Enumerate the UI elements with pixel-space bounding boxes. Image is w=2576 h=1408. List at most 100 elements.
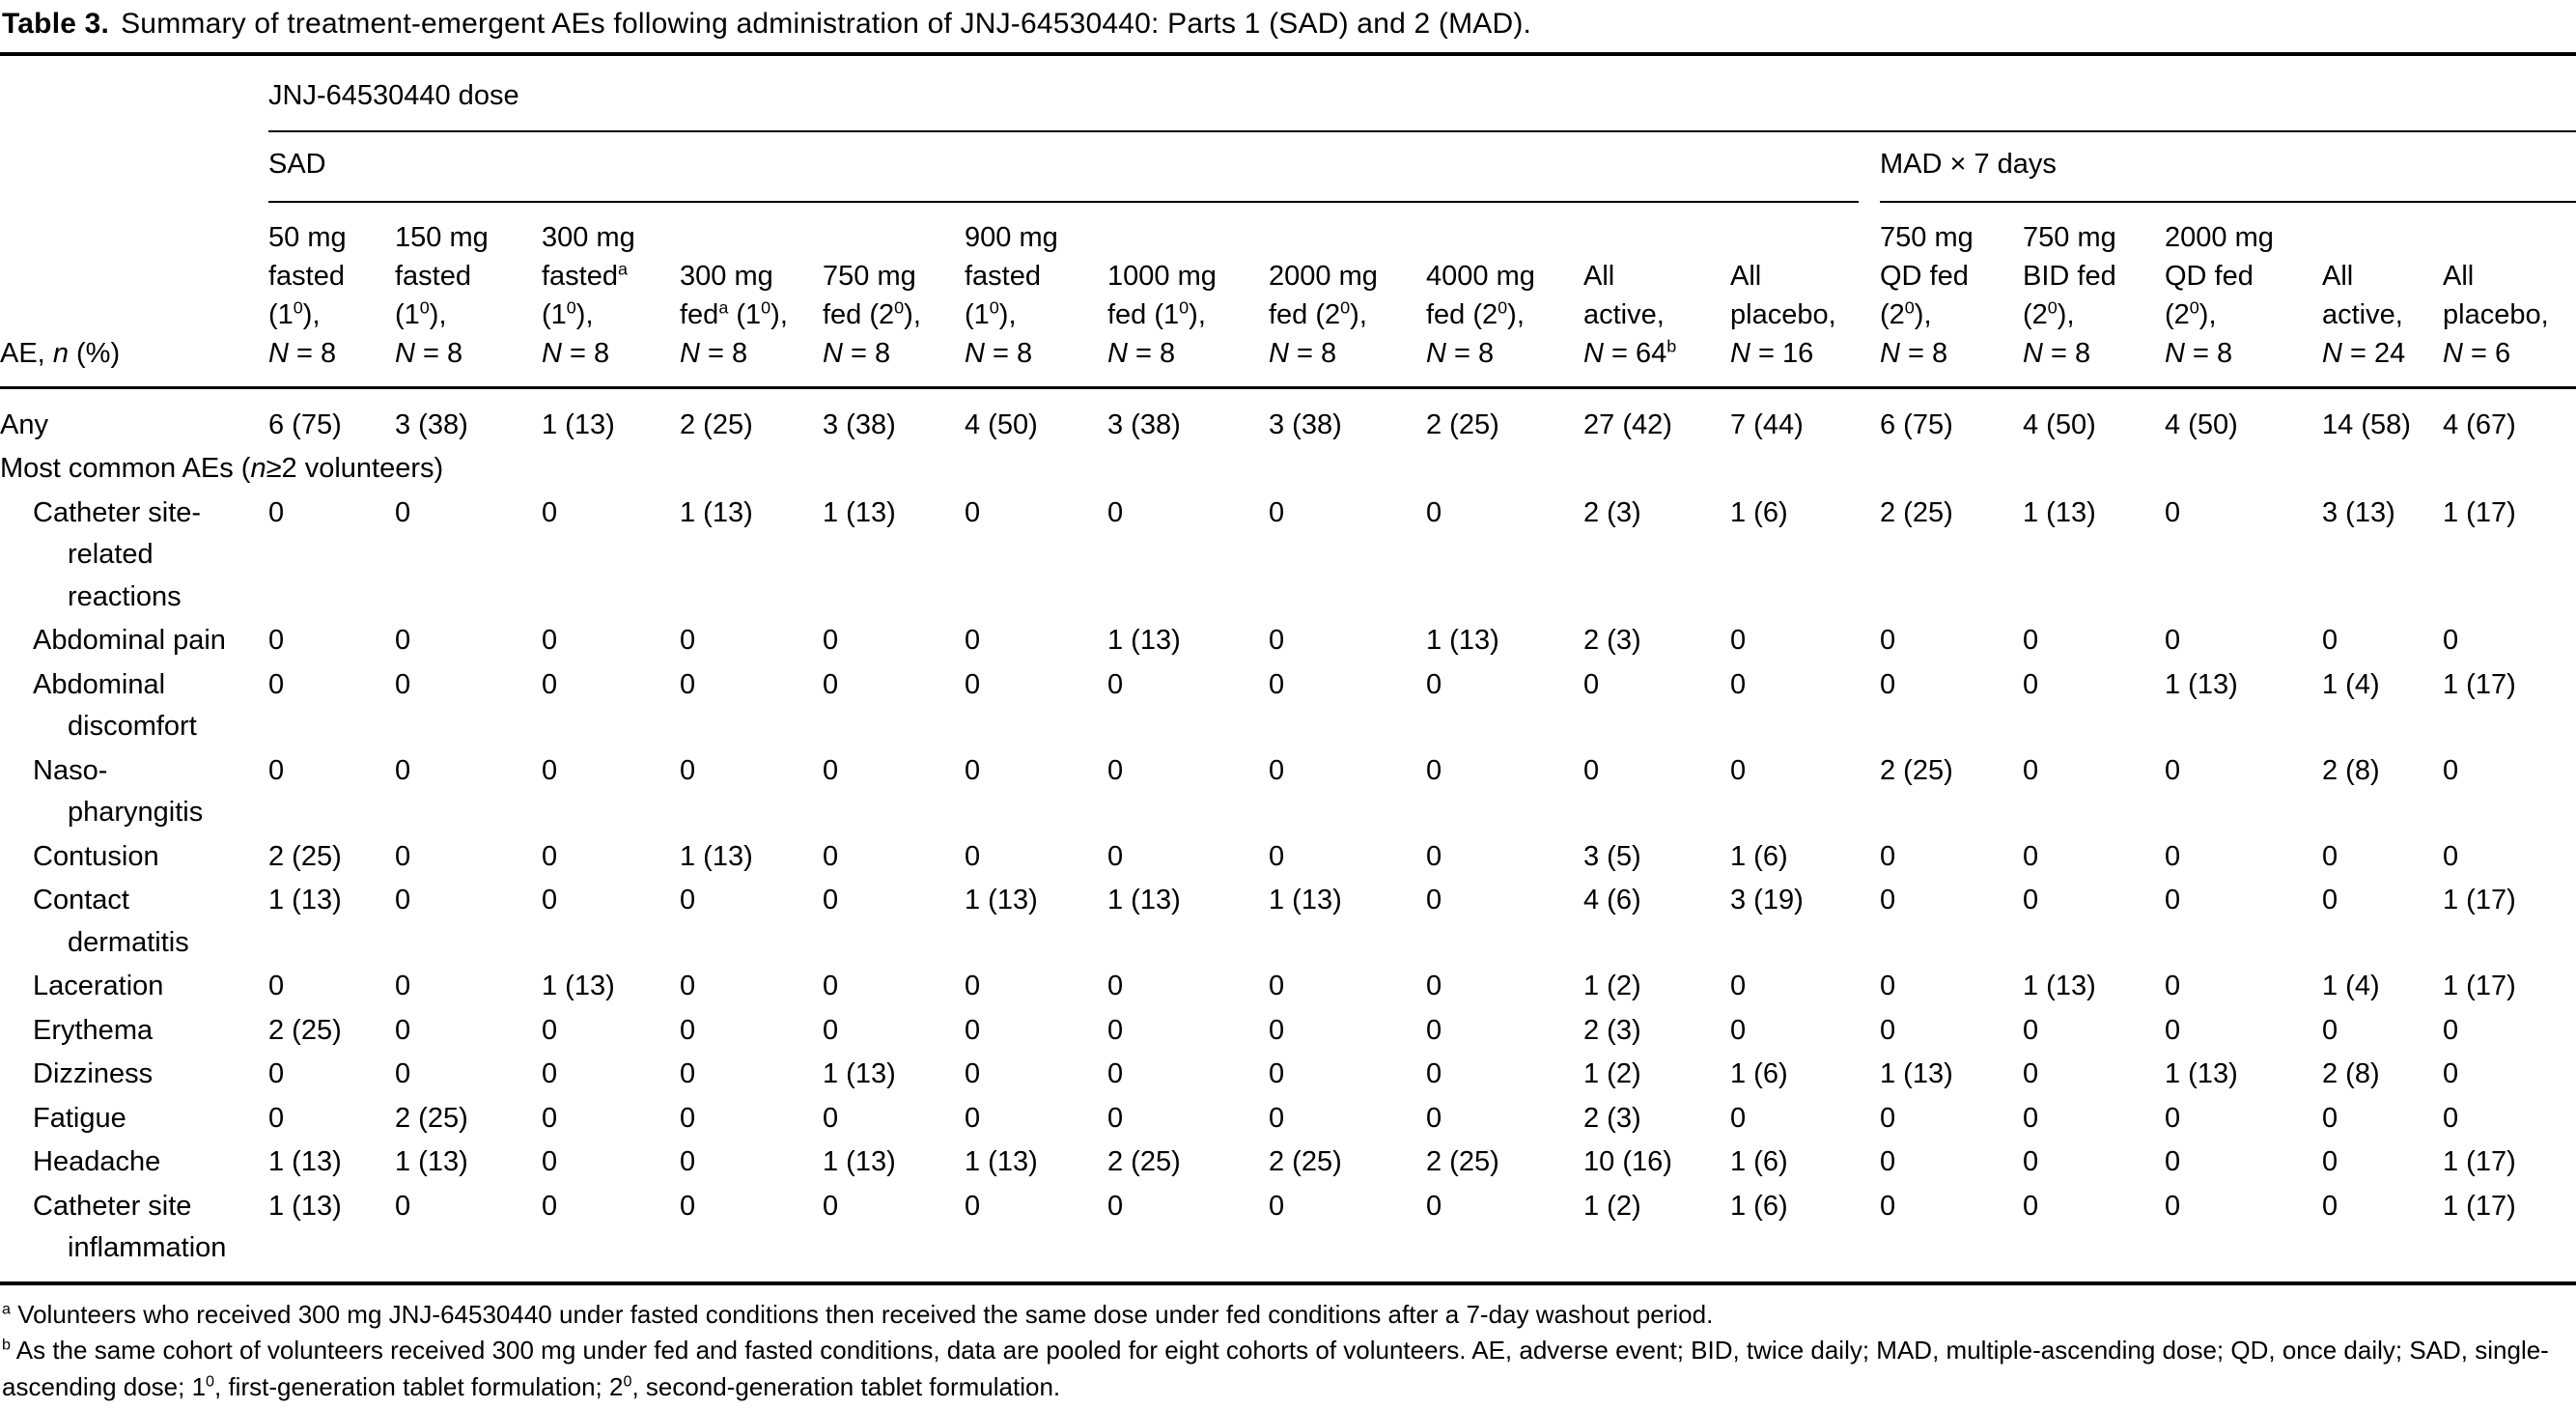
value-cell: 0 <box>680 1058 696 1090</box>
value-cell: 0 <box>395 1058 411 1090</box>
value-cell: 0 <box>395 668 411 700</box>
value-cell: 0 <box>2165 1102 2181 1134</box>
mad-group-cell: MAD × 7 days <box>1880 132 2576 203</box>
value-cell: 0 <box>395 1014 411 1046</box>
section-row-label: Most common AEs (n≥2 volunteers) <box>0 453 444 485</box>
value-cell: 3 (38) <box>1107 408 1181 440</box>
value-cell: 3 (19) <box>1730 885 1804 916</box>
value-cell: 1 (13) <box>1880 1058 1953 1090</box>
value-cell: 1 (13) <box>2165 668 2238 700</box>
value-cell: 0 <box>823 754 839 786</box>
value-cell: 1 (13) <box>1107 625 1181 657</box>
value-cell: 0 <box>1880 625 1896 657</box>
value-cell: 4 (50) <box>2165 408 2238 440</box>
value-cell: 4 (67) <box>2443 408 2516 440</box>
value-cell: 0 <box>1107 971 1124 1002</box>
value-cell: 14 (58) <box>2322 408 2411 440</box>
value-cell: 0 <box>1269 668 1285 700</box>
value-cell: 0 <box>1269 971 1285 1002</box>
mad-group-header: MAD × 7 days <box>1880 132 2576 203</box>
value-cell: 1 (13) <box>542 408 615 440</box>
value-cell: 0 <box>965 1184 1107 1285</box>
column-header-row: AE, n (%) 50 mg fasted (10), N = 8 150 mg fast… <box>0 202 2576 389</box>
value-cell: 1 (17) <box>2443 668 2516 700</box>
value-cell: 0 <box>2165 840 2181 872</box>
blank-corner-cell <box>0 54 268 132</box>
value-cell: 0 <box>1880 1184 2023 1285</box>
value-cell: 0 <box>823 1014 839 1046</box>
value-cell: 0 <box>1107 1014 1124 1046</box>
value-cell: 0 <box>965 625 981 657</box>
column-header-13: 750 mg BID fed (20), N = 8 <box>2023 202 2165 389</box>
value-cell: 0 <box>2165 754 2181 786</box>
value-cell: 2 (3) <box>1583 1102 1641 1134</box>
value-cell: 0 <box>542 625 558 657</box>
value-cell: 0 <box>1730 754 1747 786</box>
value-cell: 1 (13) <box>395 1146 468 1178</box>
ae-row-label: Laceration <box>33 971 164 1002</box>
value-cell: 0 <box>1426 1058 1442 1090</box>
value-cell: 27 (42) <box>1583 408 1672 440</box>
value-cell: 0 <box>1269 1184 1426 1285</box>
value-cell: 0 <box>268 668 285 700</box>
table-row: Any 6 (75) 3 (38) 1 (13) 2 (25) 3 (38) 4 (50) 3… <box>0 387 2576 447</box>
footnote-b: b As the same cohort of volunteers recei… <box>2 1336 2549 1402</box>
value-cell: 0 <box>1269 625 1285 657</box>
value-cell: 0 <box>542 496 558 528</box>
value-cell: 0 <box>2023 1102 2039 1134</box>
table-caption: Summary of treatment-emergent AEs follow… <box>121 8 1532 40</box>
value-cell: 0 <box>542 754 558 786</box>
value-cell: 3 (5) <box>1583 840 1641 872</box>
value-cell: 0 <box>680 668 696 700</box>
value-cell: 0 <box>2023 1014 2039 1046</box>
column-header-8: 2000 mg fed (20), N = 8 <box>1269 202 1426 389</box>
value-cell: 0 <box>2023 625 2039 657</box>
value-cell: 0 <box>1730 1102 1747 1134</box>
value-cell: 0 <box>823 885 839 916</box>
value-cell: 1 (13) <box>823 1146 896 1178</box>
value-cell: 1 (13) <box>2023 496 2096 528</box>
value-cell: 0 <box>2322 885 2338 916</box>
dose-group-header: JNJ-64530440 dose <box>268 56 2576 132</box>
column-header-3: 300 mg fasteda (10), N = 8 <box>542 202 680 389</box>
ae-row-label: Abdominal discomfort <box>33 668 197 743</box>
value-cell: 3 (38) <box>395 408 468 440</box>
value-cell: 10 (16) <box>1583 1146 1672 1178</box>
part-group-row: SAD MAD × 7 days <box>0 132 2576 203</box>
value-cell: 0 <box>1730 668 1747 700</box>
value-cell: 2 (25) <box>1107 1146 1181 1178</box>
value-cell: 1 (13) <box>1426 625 1499 657</box>
value-cell: 0 <box>1426 1102 1442 1134</box>
table-number: Table 3. <box>2 8 110 40</box>
value-cell: 0 <box>395 496 411 528</box>
value-cell: 0 <box>1730 1014 1747 1046</box>
value-cell: 0 <box>680 1102 696 1134</box>
value-cell: 1 (13) <box>542 971 615 1002</box>
value-cell: 1 (6) <box>1730 840 1788 872</box>
dose-group-row: JNJ-64530440 dose <box>0 54 2576 132</box>
ae-column-header: AE, n (%) <box>0 202 268 389</box>
value-cell: 6 (75) <box>268 408 342 440</box>
value-cell: 0 <box>2023 840 2039 872</box>
value-cell: 0 <box>1269 840 1285 872</box>
value-cell: 1 (2) <box>1583 1184 1730 1285</box>
value-cell: 0 <box>2322 1184 2443 1285</box>
value-cell: 1 (6) <box>1730 1184 1880 1285</box>
value-cell: 0 <box>1880 668 1896 700</box>
table-row: Erythema 2 (25) 0 0 0 0 0 0 0 0 2 (3) 0 0 0 0 0 0 <box>0 1009 2576 1054</box>
table-row: Abdominal pain 0 0 0 0 0 0 1 (13) 0 1 (13) 2 (3) 0 0… <box>0 619 2576 663</box>
value-cell: 0 <box>542 1014 558 1046</box>
value-cell: 0 <box>965 496 981 528</box>
value-cell: 2 (25) <box>1880 754 1953 786</box>
value-cell: 1 (13) <box>1269 885 1342 916</box>
sad-group-header: SAD <box>268 132 1859 203</box>
value-cell: 0 <box>2165 1184 2322 1285</box>
value-cell: 0 <box>1730 625 1747 657</box>
value-cell: 0 <box>1426 496 1442 528</box>
value-cell: 0 <box>542 1184 680 1285</box>
value-cell: 0 <box>1880 971 1896 1002</box>
value-cell: 2 (3) <box>1583 1014 1641 1046</box>
value-cell: 0 <box>2165 1146 2181 1178</box>
value-cell: 0 <box>2443 754 2459 786</box>
